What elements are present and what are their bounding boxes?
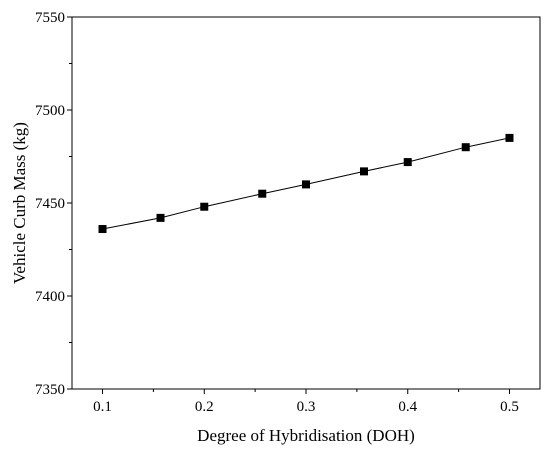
- y-tick-label: 7500: [35, 103, 65, 119]
- data-point: [258, 189, 267, 198]
- series-layer: [98, 133, 514, 234]
- data-point: [505, 133, 514, 142]
- y-tick-label: 7550: [35, 10, 65, 26]
- x-tick-label: 0.5: [500, 399, 519, 415]
- y-axis: 7350 7400 7450 7500 7550: [35, 10, 72, 398]
- data-point: [403, 158, 412, 167]
- y-tick-label: 7400: [35, 289, 65, 305]
- x-axis-title: Degree of Hybridisation (DOH): [197, 426, 415, 445]
- x-tick-label: 0.2: [195, 399, 214, 415]
- x-tick-label: 0.1: [93, 399, 112, 415]
- data-point: [359, 167, 368, 176]
- x-axis: 0.1 0.2 0.3 0.4 0.5: [93, 389, 519, 415]
- x-tick-label: 0.4: [398, 399, 417, 415]
- data-point: [156, 213, 165, 222]
- data-point: [461, 143, 470, 152]
- data-point: [302, 180, 310, 189]
- data-point: [98, 225, 107, 234]
- y-tick-label: 7450: [35, 196, 65, 212]
- x-tick-label: 0.3: [297, 399, 316, 415]
- data-point: [200, 202, 209, 211]
- y-axis-title: Vehicle Curb Mass (kg): [10, 122, 29, 284]
- plot-area-frame: [71, 16, 541, 390]
- y-tick-label: 7350: [35, 382, 65, 398]
